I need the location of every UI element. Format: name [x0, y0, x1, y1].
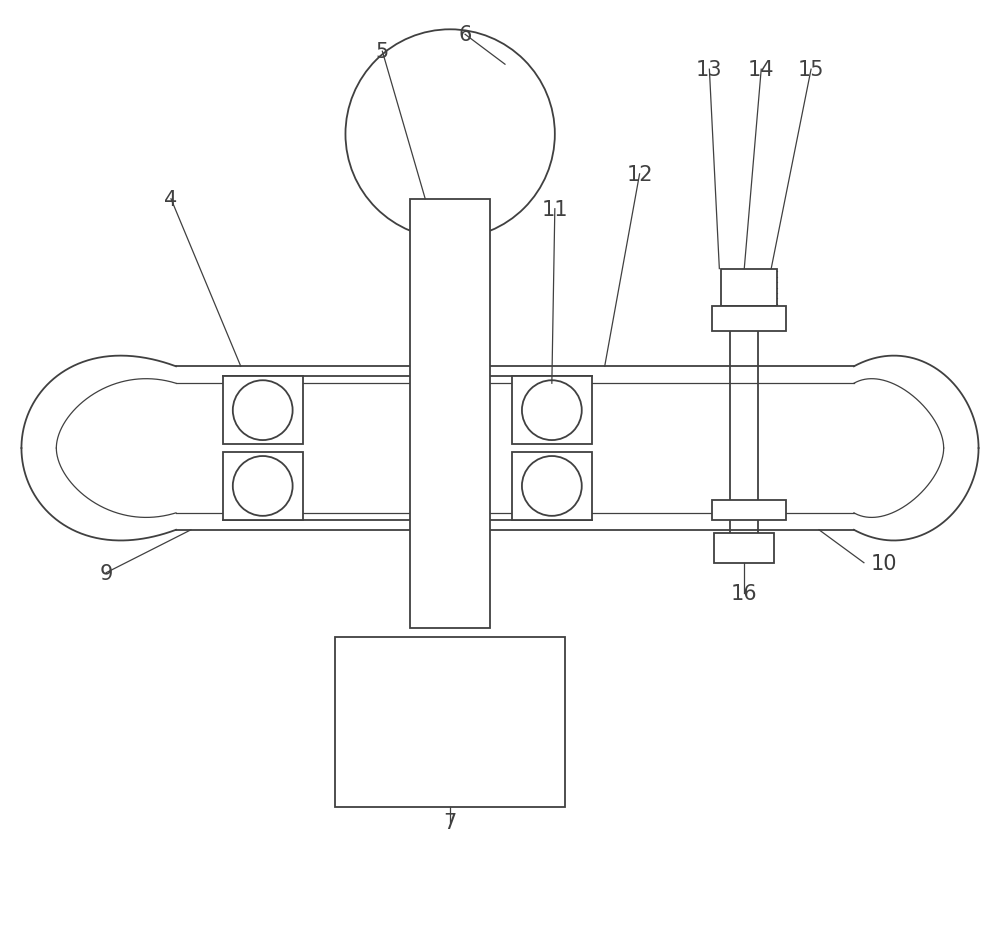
Bar	[223, 377, 303, 445]
Text: 13: 13	[696, 60, 723, 80]
Text: 10: 10	[871, 553, 897, 574]
Circle shape	[233, 457, 293, 516]
Bar	[721, 269, 777, 307]
Bar	[335, 638, 565, 807]
Circle shape	[233, 380, 293, 441]
Text: 9: 9	[99, 563, 113, 583]
Text: 16: 16	[731, 583, 758, 603]
Text: 4: 4	[164, 189, 178, 210]
Text: 7: 7	[444, 812, 457, 832]
Text: 15: 15	[798, 60, 824, 80]
Text: 6: 6	[458, 25, 472, 45]
Bar	[512, 377, 592, 445]
Circle shape	[522, 457, 582, 516]
Circle shape	[522, 380, 582, 441]
Bar	[410, 200, 490, 628]
Circle shape	[345, 31, 555, 239]
Text: 12: 12	[626, 164, 653, 185]
Bar	[512, 453, 592, 521]
Bar	[223, 453, 303, 521]
Bar	[712, 307, 786, 332]
Text: 11: 11	[542, 200, 568, 220]
Bar	[712, 500, 786, 521]
Text: 5: 5	[376, 42, 389, 62]
Bar	[714, 534, 774, 563]
Text: 14: 14	[748, 60, 774, 80]
